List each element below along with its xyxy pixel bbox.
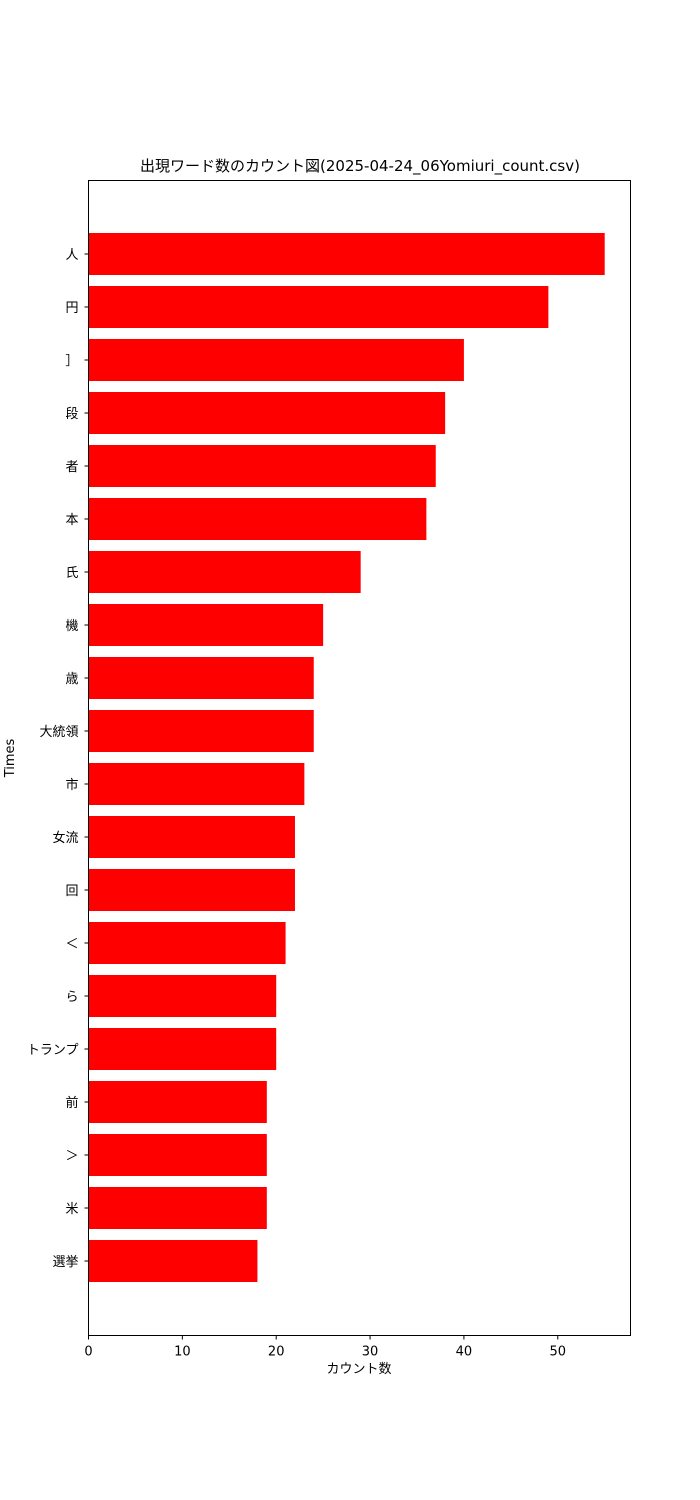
y-tick-label: ＜ (65, 937, 78, 952)
y-tick-label: 本 (65, 513, 78, 528)
bar (88, 339, 464, 381)
bar (88, 1187, 267, 1229)
chart-title: 出現ワード数のカウント図(2025-04-24_06Yomiuri_count.… (140, 157, 580, 176)
y-tick-label: ら (65, 990, 78, 1005)
x-tick-label: 10 (174, 1345, 191, 1360)
bar (88, 1081, 267, 1123)
y-tick-label: 段 (65, 407, 78, 422)
bar (88, 657, 314, 699)
y-tick-label: 市 (65, 777, 78, 793)
x-tick-label: 50 (549, 1345, 566, 1360)
y-tick-label: 歳 (65, 672, 78, 687)
y-tick-label: ］ (65, 354, 78, 369)
bar (88, 1028, 277, 1070)
y-tick-label: 氏 (65, 566, 78, 581)
bar (88, 286, 549, 328)
bar (88, 869, 295, 911)
bar (88, 233, 605, 275)
bar (88, 1134, 267, 1176)
bar (88, 816, 295, 858)
y-tick-label: 者 (65, 460, 78, 475)
y-tick-label: 人 (65, 248, 78, 263)
bar (88, 445, 436, 487)
bar (88, 710, 314, 752)
y-tick-label: 大統領 (39, 724, 78, 740)
x-tick-label: 0 (84, 1345, 92, 1360)
y-axis-label: Times (3, 738, 18, 778)
bar (88, 763, 305, 805)
bar (88, 392, 446, 434)
bar (88, 1240, 258, 1282)
x-tick-label: 20 (268, 1345, 285, 1360)
y-tick-label: 女流 (52, 830, 78, 846)
y-tick-label: 米 (65, 1202, 78, 1217)
bar (88, 975, 277, 1017)
y-tick-label: 前 (65, 1095, 78, 1111)
x-ticks-group: 0 10 20 30 40 50 (84, 1335, 566, 1360)
plot-frame (88, 180, 631, 1336)
x-tick-label: 30 (362, 1345, 379, 1360)
x-axis-label: カウント数 (326, 1362, 391, 1377)
y-tick-label: 回 (65, 884, 78, 899)
y-tick-label: 機 (65, 619, 78, 634)
y-tick-label: ＞ (65, 1149, 78, 1164)
x-tick-label: 40 (456, 1345, 473, 1360)
y-tick-label: 選挙 (52, 1255, 78, 1270)
bar (88, 551, 361, 593)
y-tick-label: トランプ (27, 1043, 79, 1058)
bar (88, 498, 427, 540)
bar (88, 922, 286, 964)
bars-group (88, 233, 605, 1282)
bar (88, 604, 324, 646)
y-tick-label: 円 (65, 301, 78, 316)
